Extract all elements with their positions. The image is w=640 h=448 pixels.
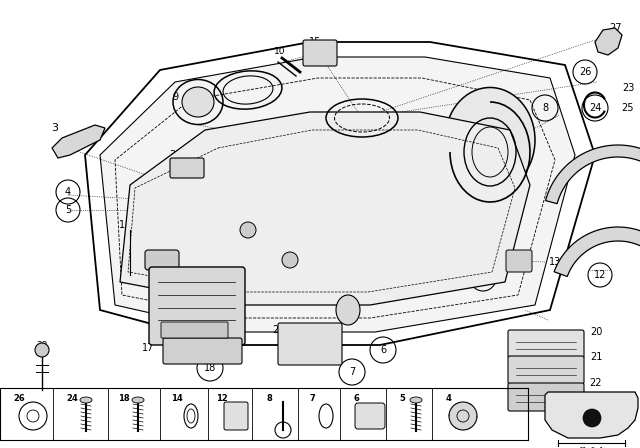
Text: 24: 24 bbox=[66, 394, 78, 403]
Text: 11: 11 bbox=[614, 233, 626, 243]
Text: 25: 25 bbox=[621, 103, 634, 113]
Text: 7: 7 bbox=[309, 394, 315, 403]
Text: 30: 30 bbox=[169, 150, 181, 160]
FancyBboxPatch shape bbox=[355, 403, 385, 429]
Text: 21: 21 bbox=[590, 352, 602, 362]
Text: 2: 2 bbox=[175, 158, 181, 168]
Text: 5: 5 bbox=[65, 205, 71, 215]
Text: 24: 24 bbox=[589, 103, 601, 113]
Text: 13: 13 bbox=[549, 257, 561, 267]
Text: 5: 5 bbox=[399, 394, 405, 403]
Text: 20: 20 bbox=[590, 327, 602, 337]
FancyBboxPatch shape bbox=[224, 402, 248, 430]
Ellipse shape bbox=[445, 87, 535, 193]
FancyBboxPatch shape bbox=[508, 356, 584, 384]
FancyBboxPatch shape bbox=[508, 330, 584, 358]
FancyBboxPatch shape bbox=[278, 323, 342, 365]
Text: 16: 16 bbox=[142, 279, 154, 289]
Text: 14: 14 bbox=[477, 273, 489, 283]
FancyBboxPatch shape bbox=[508, 383, 584, 411]
Text: 28: 28 bbox=[348, 217, 362, 227]
Circle shape bbox=[583, 409, 601, 427]
Polygon shape bbox=[545, 392, 638, 438]
Text: 18: 18 bbox=[118, 394, 130, 403]
Polygon shape bbox=[100, 57, 575, 332]
Text: 29: 29 bbox=[272, 325, 284, 335]
Ellipse shape bbox=[410, 397, 422, 403]
Text: 1: 1 bbox=[119, 220, 125, 230]
Ellipse shape bbox=[336, 295, 360, 325]
Text: 9: 9 bbox=[172, 92, 178, 102]
FancyBboxPatch shape bbox=[149, 267, 245, 345]
FancyBboxPatch shape bbox=[145, 250, 179, 270]
Text: 26: 26 bbox=[13, 394, 25, 403]
Text: 7: 7 bbox=[349, 367, 355, 377]
Text: 3: 3 bbox=[51, 123, 58, 133]
Ellipse shape bbox=[132, 397, 144, 403]
Circle shape bbox=[449, 402, 477, 430]
Text: 8: 8 bbox=[266, 394, 272, 403]
FancyBboxPatch shape bbox=[170, 158, 204, 178]
Text: 19: 19 bbox=[142, 250, 154, 260]
Text: 18: 18 bbox=[204, 363, 216, 373]
FancyBboxPatch shape bbox=[161, 322, 228, 338]
Polygon shape bbox=[554, 227, 640, 276]
Text: 4: 4 bbox=[65, 187, 71, 197]
Polygon shape bbox=[120, 112, 530, 305]
FancyBboxPatch shape bbox=[506, 250, 532, 272]
Text: 23: 23 bbox=[622, 83, 634, 93]
Text: 22: 22 bbox=[589, 378, 602, 388]
Text: 17: 17 bbox=[142, 343, 154, 353]
Text: 26: 26 bbox=[579, 67, 591, 77]
Text: 28: 28 bbox=[36, 340, 48, 349]
Text: 12: 12 bbox=[594, 270, 606, 280]
Ellipse shape bbox=[80, 397, 92, 403]
Circle shape bbox=[240, 222, 256, 238]
Text: 6: 6 bbox=[380, 345, 386, 355]
FancyBboxPatch shape bbox=[303, 40, 337, 66]
Text: 12: 12 bbox=[216, 394, 228, 403]
Text: J1·0·1: J1·0·1 bbox=[579, 447, 604, 448]
Text: 10: 10 bbox=[275, 47, 285, 56]
Text: 27: 27 bbox=[609, 23, 621, 33]
Polygon shape bbox=[545, 145, 640, 204]
Polygon shape bbox=[595, 28, 622, 55]
Text: 15: 15 bbox=[309, 37, 321, 47]
Text: 8: 8 bbox=[542, 103, 548, 113]
Text: 14: 14 bbox=[171, 394, 183, 403]
Text: 6: 6 bbox=[353, 394, 359, 403]
FancyBboxPatch shape bbox=[163, 338, 242, 364]
Circle shape bbox=[282, 252, 298, 268]
Circle shape bbox=[35, 343, 49, 357]
Text: 4: 4 bbox=[446, 394, 452, 403]
Polygon shape bbox=[52, 125, 105, 158]
Ellipse shape bbox=[182, 87, 214, 117]
